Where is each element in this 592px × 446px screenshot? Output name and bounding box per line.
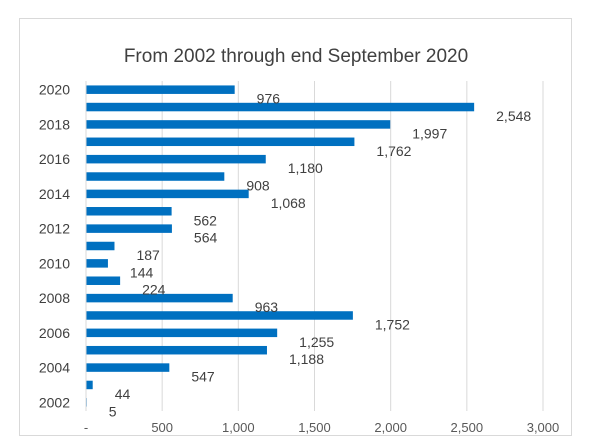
y-tick-label: 2018 — [39, 116, 70, 132]
data-label: 1,068 — [271, 195, 306, 211]
data-label: 1,180 — [288, 160, 323, 176]
bar — [86, 328, 278, 338]
data-label: 562 — [194, 212, 218, 228]
data-label: 5 — [109, 403, 117, 419]
data-label: 224 — [142, 282, 166, 298]
bar — [86, 380, 93, 390]
y-tick-label: 2012 — [39, 221, 70, 237]
y-tick-label: 2006 — [39, 325, 70, 341]
x-tick-label: 1,500 — [298, 420, 331, 435]
bar — [86, 207, 172, 216]
bar — [86, 189, 249, 199]
data-label: 144 — [130, 264, 154, 280]
y-tick-label: 2014 — [39, 186, 70, 202]
data-label: 963 — [255, 299, 279, 315]
data-label: 187 — [136, 247, 160, 263]
bar — [86, 102, 475, 112]
data-label: 1,255 — [299, 334, 334, 350]
x-tick-label: 2,000 — [374, 420, 407, 435]
y-tick-label: 2016 — [39, 151, 70, 167]
bar — [86, 293, 233, 303]
chart-title: From 2002 through end September 2020 — [123, 46, 469, 67]
bar — [86, 85, 235, 94]
x-tick-label: 2,500 — [451, 420, 484, 435]
y-tick-label: 2020 — [39, 82, 70, 98]
y-tick-label: 2004 — [39, 360, 70, 376]
bar — [86, 137, 355, 147]
bar — [86, 311, 353, 320]
data-label: 564 — [194, 230, 218, 246]
data-label: 2,548 — [496, 108, 531, 124]
bar — [86, 120, 391, 129]
data-label: 44 — [115, 386, 131, 402]
bar — [86, 363, 170, 372]
bar — [86, 241, 115, 251]
x-tick-label: 500 — [151, 420, 173, 435]
data-label: 1,752 — [375, 316, 410, 332]
data-label: 1,997 — [412, 125, 447, 141]
bar — [86, 259, 108, 268]
x-tick-label: 1,000 — [222, 420, 255, 435]
y-tick-label: 2002 — [39, 394, 70, 410]
data-label: 1,762 — [376, 143, 411, 159]
bar — [86, 154, 266, 164]
bar — [86, 276, 121, 285]
x-tick-label: 3,000 — [527, 420, 560, 435]
y-tick-label: 2010 — [39, 255, 70, 271]
bar — [86, 224, 172, 233]
y-tick-label: 2008 — [39, 290, 70, 306]
data-label: 1,188 — [289, 351, 324, 367]
x-tick-label: - — [84, 420, 88, 435]
data-label: 547 — [191, 369, 215, 385]
bar — [86, 172, 225, 181]
data-label: 976 — [257, 91, 281, 107]
bar — [86, 345, 267, 355]
data-label: 908 — [246, 178, 270, 194]
